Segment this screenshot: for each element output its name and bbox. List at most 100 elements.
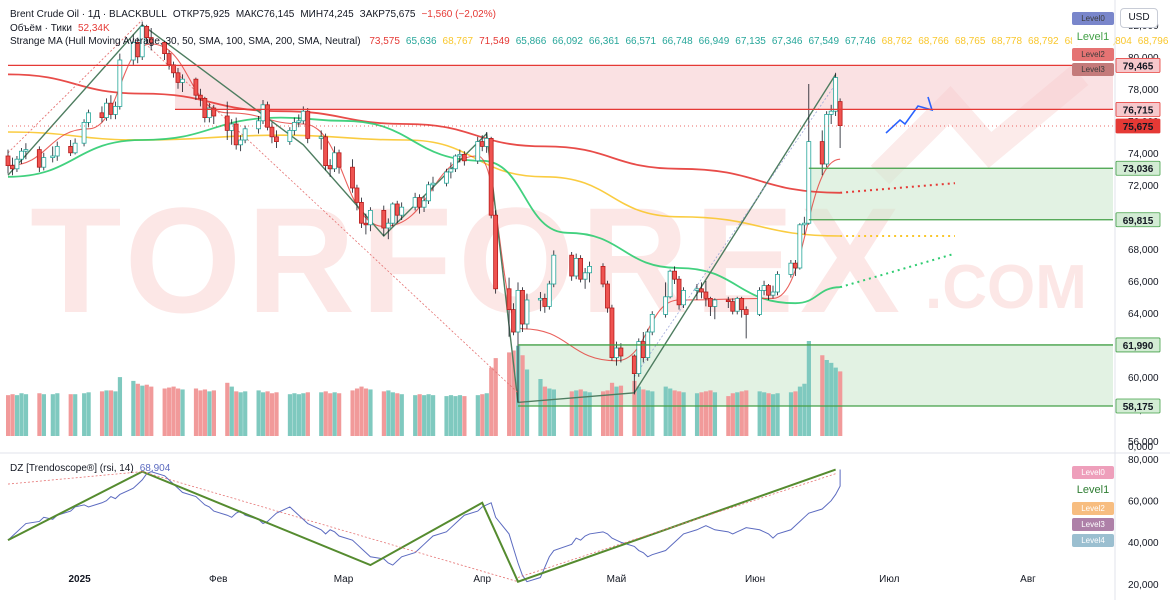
currency-button[interactable]: USD: [1120, 8, 1158, 28]
volume-label[interactable]: Объём · Тики: [10, 23, 72, 34]
candle-down: [707, 297, 713, 307]
volume-bar: [426, 394, 431, 436]
volume-bar: [140, 385, 145, 436]
ma-legend-value: 67,549: [808, 36, 840, 47]
price-tag-box: [1115, 160, 1161, 176]
volume-bar: [788, 392, 794, 436]
ma-legend-value: 67,346: [771, 36, 803, 47]
rsi-pane: [0, 452, 1170, 583]
ma-legend-value: 68,766: [918, 36, 949, 47]
price-tag-69: 69,815: [1115, 212, 1161, 228]
candle-down: [193, 78, 199, 96]
candle-up: [667, 270, 673, 298]
candle-down: [605, 283, 610, 309]
candle-down: [488, 137, 494, 216]
volume-bar: [605, 390, 610, 436]
candle-down: [224, 115, 230, 131]
volume-bar: [824, 360, 829, 436]
price-tick-label: 64,000: [1128, 309, 1159, 320]
volume-bar: [113, 391, 118, 436]
volume-bar: [50, 394, 55, 436]
ma-legend-value: 66,571: [625, 36, 657, 47]
volume-bar: [730, 393, 735, 436]
low-value: МИН74,245: [300, 9, 354, 20]
volume-bar: [542, 386, 548, 436]
volume-bar: [167, 387, 172, 436]
volume-bar: [23, 394, 29, 436]
volume-bar: [171, 386, 176, 436]
change-value: −1,560 (−2,02%): [421, 9, 496, 20]
candle-up: [444, 171, 449, 184]
ma-legend-value: 73,575: [369, 36, 400, 47]
moving-averages: [7, 43, 956, 362]
price-tag-73: 73,036: [1115, 160, 1161, 176]
volume-bar: [766, 393, 771, 436]
resistance-zone: [175, 65, 1113, 110]
price-tick-label: 78,000: [1128, 85, 1159, 96]
volume-bar: [198, 390, 203, 436]
volume-bar: [614, 386, 619, 436]
candle-down: [148, 37, 154, 43]
volume-bar: [493, 358, 498, 436]
ma-label[interactable]: Strange MA (Hull Moving Average, 30, 50,…: [10, 36, 361, 47]
candle-down: [461, 153, 467, 162]
volume-bar: [547, 388, 552, 436]
candle-down: [233, 123, 239, 146]
candle-down: [511, 309, 516, 333]
volume-bar: [86, 392, 91, 436]
volume-bar: [41, 394, 46, 436]
volume-bar: [399, 394, 404, 436]
volume-bar: [663, 386, 668, 436]
symbol-name[interactable]: Brent Crude Oil · 1Д · BLACKBULL: [10, 9, 167, 20]
price-legend-level2: Level2: [1072, 48, 1114, 61]
volume-bar: [395, 393, 400, 436]
candle-up: [86, 112, 91, 123]
time-tick-label: Июн: [745, 574, 765, 585]
candle-down: [202, 98, 208, 119]
rsi-tick-label: 60,000: [1128, 497, 1159, 508]
rsi-label[interactable]: DZ [Trendoscope®] (rsi, 14): [10, 463, 134, 474]
candle-up: [260, 104, 266, 122]
candle-up: [54, 145, 60, 157]
volume-bar: [73, 394, 78, 436]
volume-bar: [618, 385, 624, 436]
volume-bar: [712, 392, 718, 436]
close-value: ЗАКР75,675: [359, 9, 416, 20]
zigzag-dotted-line: [633, 83, 836, 378]
volume-bar: [574, 390, 579, 436]
price-legend-level3: Level3: [1072, 63, 1114, 76]
volume-bar: [578, 389, 583, 436]
candle-up: [452, 155, 458, 170]
candle-up: [421, 200, 427, 208]
candle-down: [493, 214, 499, 290]
price-tag-76: 76,715: [1115, 101, 1161, 117]
candle-down: [336, 152, 342, 168]
candle-up: [757, 289, 762, 315]
candle-up: [770, 291, 776, 296]
volume-value: 52,34K: [77, 23, 110, 34]
volume-bar: [337, 393, 342, 436]
candle-up: [399, 206, 405, 216]
volume-bar: [511, 350, 516, 436]
candle-down: [354, 187, 360, 203]
candle-up: [367, 209, 373, 226]
price-tick-label: 68,000: [1128, 245, 1159, 256]
volume-bar: [587, 392, 592, 436]
volume-bar: [207, 391, 212, 436]
volume-bar: [739, 391, 744, 436]
volume-bar: [381, 391, 386, 436]
rsi-tick-label: 40,000: [1128, 538, 1159, 549]
volume-bar: [833, 367, 838, 436]
volume-bar: [368, 389, 373, 436]
candle-down: [36, 149, 42, 168]
zigzag-dotted-line: [7, 19, 143, 154]
volume-bar: [68, 394, 73, 436]
volume-bar: [301, 393, 306, 436]
horizontal-levels: [8, 64, 1113, 407]
rsi-tick-label: 80,000: [1128, 455, 1159, 466]
price-tag-61: 61,990: [1115, 337, 1161, 353]
volume-legend: Объём · Тики 52,34K: [10, 22, 116, 35]
ma-legend-value: 66,949: [698, 36, 730, 47]
candle-up: [484, 137, 490, 147]
candle-up: [681, 289, 686, 306]
